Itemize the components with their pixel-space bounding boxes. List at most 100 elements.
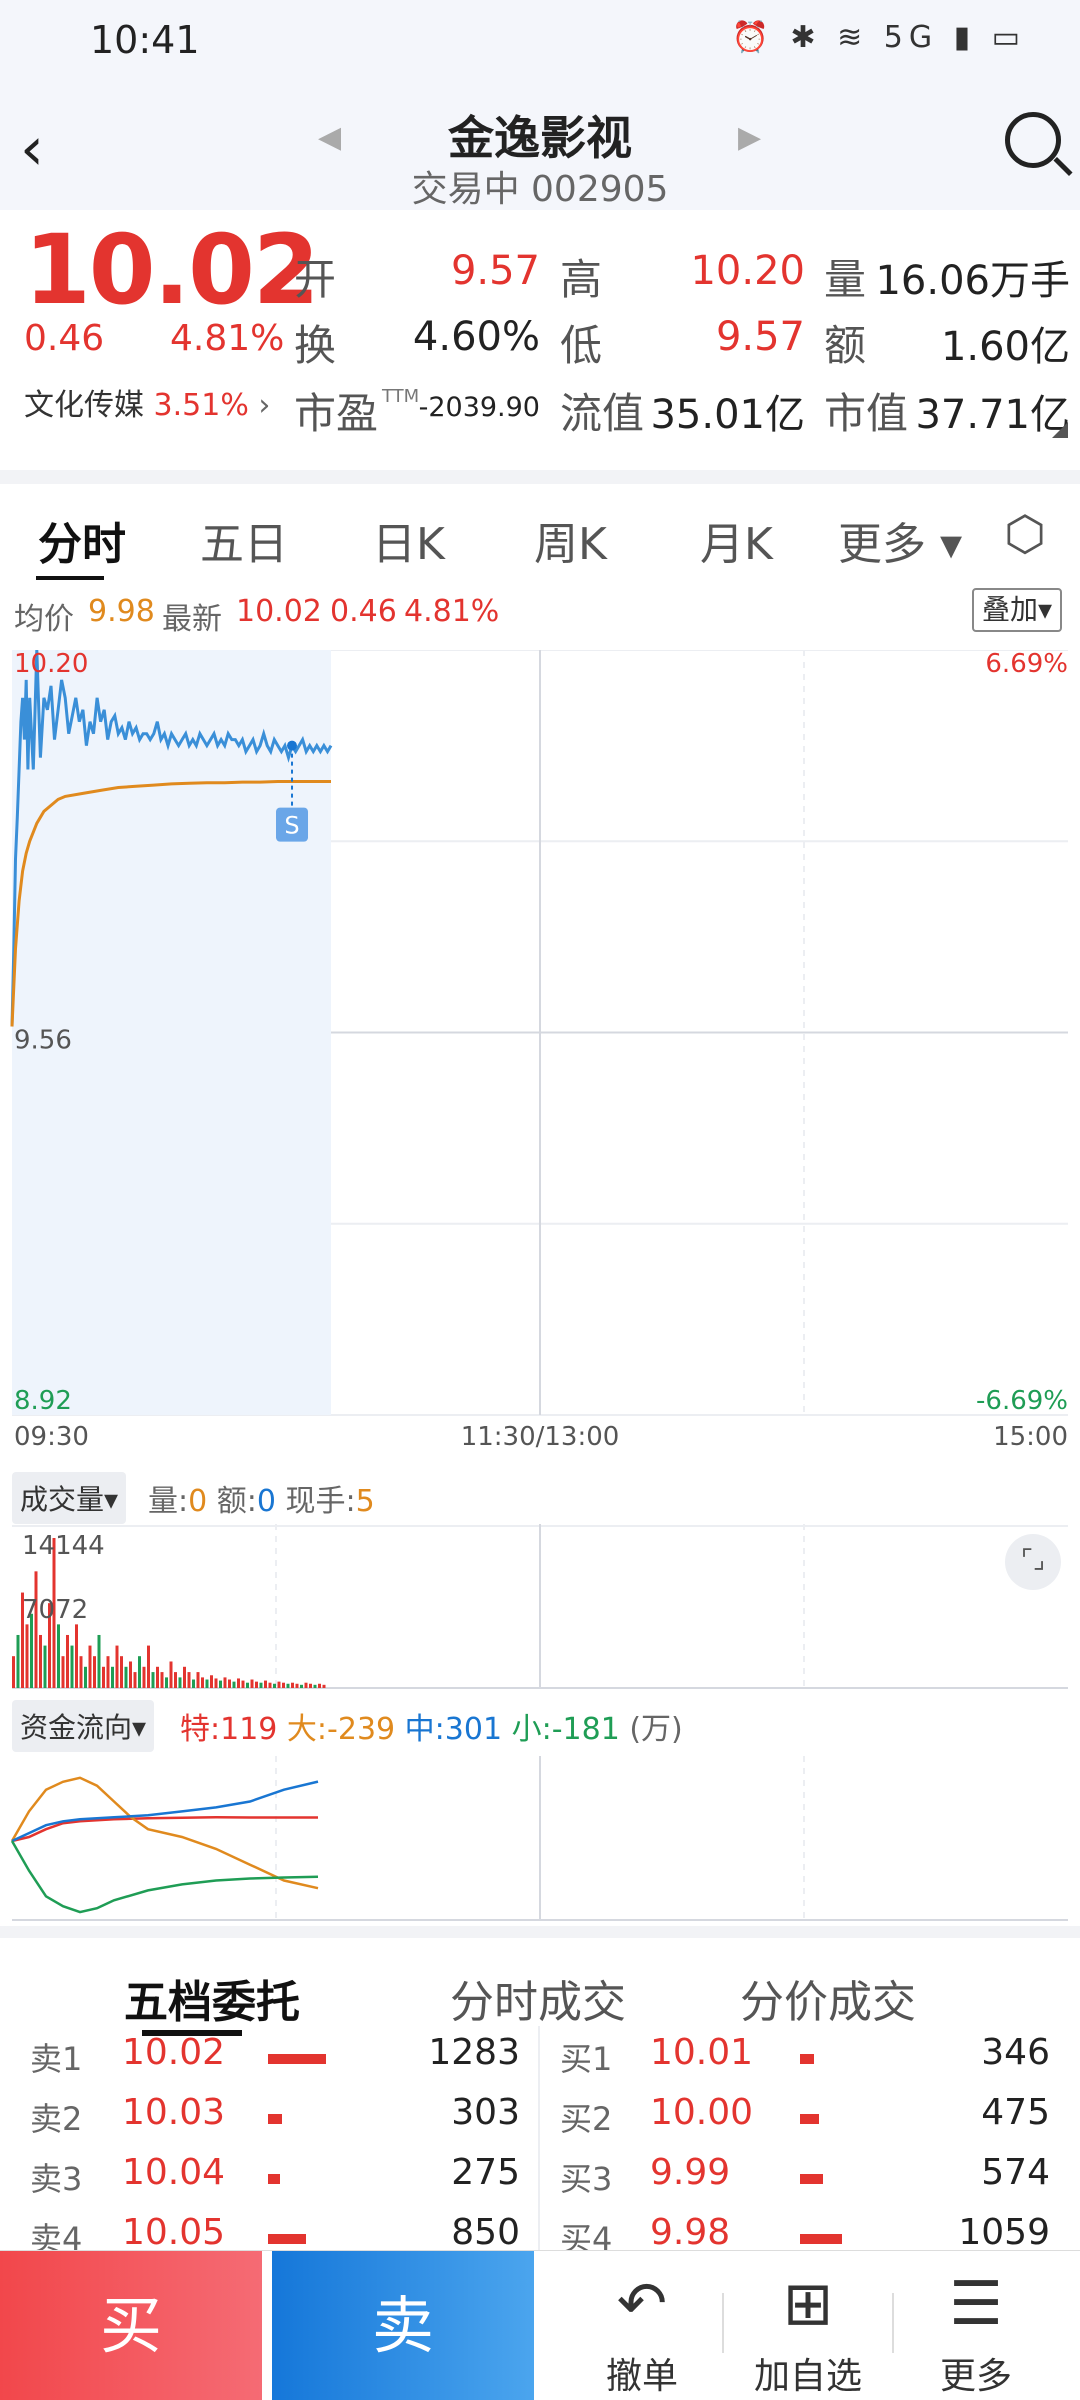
quote-panel: 10.02 0.46 4.81% 文化传媒 3.51% › 开 9.57 高 10.2… — [0, 210, 1080, 450]
quote-field-value: 4.60% — [412, 314, 540, 360]
order-book-tabs: 五档委托 分时成交 分价成交 — [0, 1926, 1080, 2036]
volume-bar — [48, 1603, 51, 1688]
vol-value: 0 — [188, 1484, 208, 1519]
volume-bar — [223, 1677, 227, 1688]
flow-zhong-value: 301 — [444, 1712, 503, 1747]
buy-level-bar — [800, 2054, 814, 2064]
volume-bar — [84, 1666, 87, 1688]
sector-link[interactable]: 文化传媒 3.51% › — [24, 380, 270, 424]
chart-tab[interactable]: 月K — [700, 519, 773, 570]
flow-te-label: 特: — [180, 1712, 221, 1747]
chart-tab[interactable]: 分时 — [38, 519, 126, 570]
volume-dropdown[interactable]: 成交量▾ — [12, 1472, 127, 1524]
quote-field-label: 换 — [294, 321, 337, 370]
buy-level-price: 10.01 — [650, 2032, 754, 2073]
bottom-action-bar: 买 卖 ↶ 撤单 ⊞ 加自选 ☰ 更多 — [0, 2250, 1080, 2400]
volume-chart-svg: 14144 7072 — [12, 1524, 1068, 1689]
volume-bar — [174, 1672, 177, 1688]
sell-level-price: 10.02 — [122, 2032, 226, 2073]
overlay-button[interactable]: 叠加▾ — [972, 588, 1062, 632]
volume-bar — [115, 1645, 119, 1688]
volume-bar — [142, 1666, 146, 1688]
order-book-tab[interactable]: 分价成交 — [740, 1977, 916, 2028]
order-book-tab[interactable]: 五档委托 — [124, 1977, 300, 2028]
buy-level-label: 买1 — [560, 2040, 613, 2078]
collapse-corner-icon[interactable] — [1052, 422, 1068, 438]
volume-bar — [250, 1679, 254, 1688]
quote-field-label: 流值 — [560, 389, 645, 438]
undo-order-button[interactable]: ↶ 撤单 — [572, 2251, 712, 2400]
buy-button[interactable]: 买 — [0, 2251, 262, 2400]
action-separator — [892, 2293, 894, 2353]
quote-field-value: 37.71亿 — [915, 392, 1070, 438]
chart-tab[interactable]: 更多 ▾ — [838, 519, 963, 570]
menu-button[interactable]: ☰ 更多 — [906, 2251, 1046, 2400]
order-book-tab-indicator — [142, 2030, 242, 2036]
quote-field-label: 开 — [294, 255, 337, 304]
sell-signal-badge[interactable] — [276, 807, 309, 842]
volume-bar — [192, 1679, 195, 1688]
volume-bar — [300, 1684, 303, 1688]
x-axis-label: 15:00 — [993, 1422, 1068, 1452]
volume-bar — [66, 1634, 69, 1688]
status-bar: 10:41 ⏰ ✱ ≋ 5G ▮ ▭ — [0, 0, 1080, 80]
volume-bar — [75, 1624, 78, 1688]
chevron-right-icon: › — [258, 388, 271, 423]
action-label: 撤单 — [605, 2356, 678, 2397]
volume-bar — [97, 1634, 101, 1688]
volume-bar — [178, 1677, 182, 1688]
volume-bar — [39, 1634, 42, 1688]
volume-bar — [160, 1672, 164, 1688]
volume-bar — [196, 1672, 200, 1688]
order-book-tab[interactable]: 分时成交 — [450, 1977, 626, 2028]
capital-flow-dropdown[interactable]: 资金流向▾ — [12, 1700, 155, 1752]
quote-field-label: 量 — [824, 255, 867, 304]
amt-label: 额: — [216, 1484, 257, 1519]
add-watchlist-icon: ⊞ — [782, 2269, 834, 2339]
chevron-left-icon[interactable]: ‹ — [20, 114, 44, 184]
amt-value: 0 — [256, 1484, 276, 1519]
chart-tab[interactable]: 五日 — [200, 519, 288, 570]
volume-bar — [273, 1683, 276, 1688]
sell-button[interactable]: 卖 — [272, 2251, 534, 2400]
flow-zhong-label: 中: — [404, 1712, 445, 1747]
buy-level-volume: 475 — [981, 2092, 1050, 2133]
add-watchlist-button[interactable]: ⊞ 加自选 — [738, 2251, 878, 2400]
sell-level-bar — [268, 2054, 326, 2064]
settings-hexagon-icon[interactable]: ⬡ — [1004, 506, 1046, 562]
volume-bar — [169, 1661, 173, 1688]
expand-icon[interactable]: ⌜⌟ — [1005, 1534, 1061, 1590]
volume-bar — [318, 1683, 321, 1688]
chart-tab[interactable]: 周K — [534, 519, 607, 570]
latest-label: 最新 — [162, 602, 222, 637]
prev-stock-icon[interactable]: ◀ — [318, 120, 342, 155]
intraday-chart[interactable]: S 10.20 9.56 8.92 6.69% -6.69% 09:30 11:30/13:0… — [0, 649, 1080, 1455]
sell-level-bar — [268, 2234, 307, 2244]
latest-pct: 4.81% — [404, 594, 500, 629]
volume-bar — [214, 1678, 218, 1688]
search-icon[interactable] — [1005, 112, 1061, 168]
latest-change: 0.46 — [330, 594, 397, 629]
intraday-chart-svg: S 10.20 9.56 8.92 6.69% -6.69% 09:30 11:30/13:0… — [10, 649, 1068, 1452]
sell-level-price: 10.04 — [122, 2152, 226, 2193]
capital-flow-chart — [0, 1756, 1080, 1926]
flow-unit: (万) — [629, 1712, 683, 1747]
volume-bar — [210, 1675, 213, 1688]
active-tab-indicator — [36, 576, 104, 582]
y-axis-left-label: 9.56 — [14, 1026, 72, 1056]
sell-level-price: 10.05 — [122, 2212, 226, 2253]
sell-level-label: 卖3 — [30, 2160, 83, 2198]
buy-level-label: 买2 — [560, 2100, 613, 2138]
y-axis-left-label: 8.92 — [14, 1386, 72, 1416]
buy-level-volume: 1059 — [958, 2212, 1050, 2253]
volume-bar — [309, 1683, 312, 1688]
sell-level-volume: 275 — [451, 2152, 520, 2193]
quote-field-value: 1.60亿 — [940, 324, 1070, 370]
avg-price-line — [10, 780, 331, 1027]
next-stock-icon[interactable]: ▶ — [738, 120, 762, 155]
quote-field-label: 低 — [560, 321, 603, 370]
status-time: 10:41 — [90, 18, 200, 62]
chart-tabs: 分时 五日 日K 周K 月K 更多 ▾ ⬡ — [0, 470, 1080, 582]
header: ‹ ◀ 金逸影视 交易中 002905 ▶ — [0, 80, 1080, 210]
chart-tab[interactable]: 日K — [372, 519, 445, 570]
